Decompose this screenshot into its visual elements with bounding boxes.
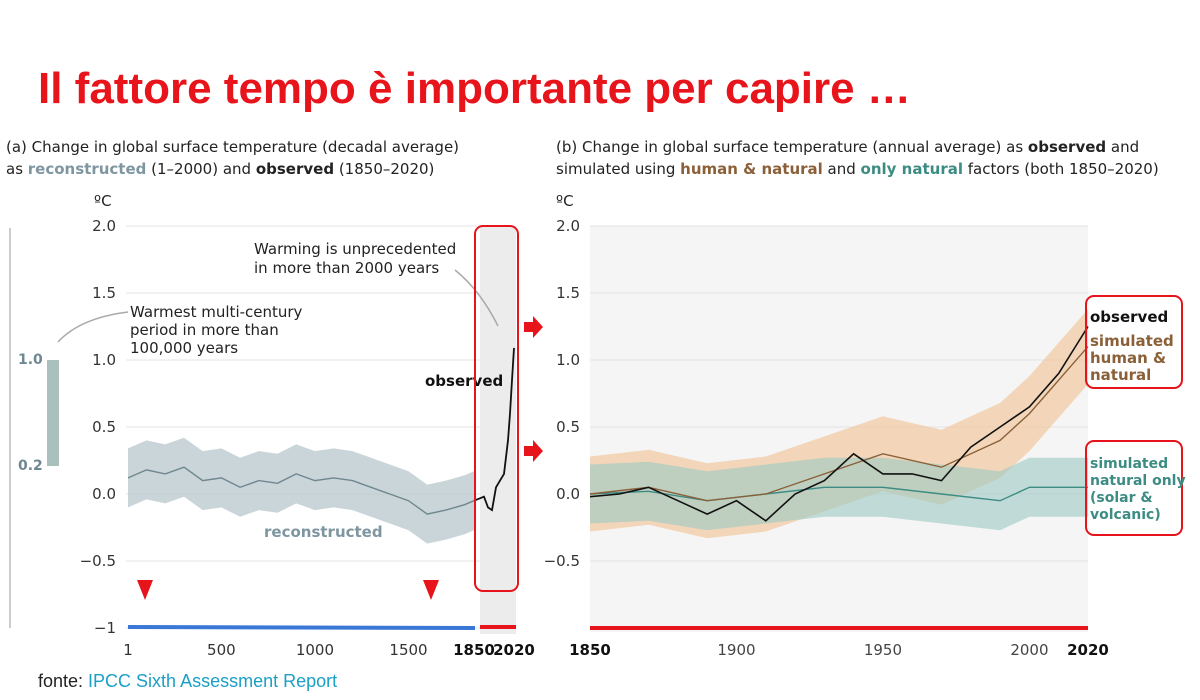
annotation-warmest-2: period in more than	[130, 321, 279, 339]
legend-natural-1: simulated	[1090, 456, 1168, 472]
y-tick-a: 1.0	[92, 351, 116, 369]
legend-natural-4: volcanic)	[1090, 507, 1161, 523]
annotation-warmest-3: 100,000 years	[130, 339, 238, 357]
annotation-warmest-1: Warmest multi-century	[130, 303, 303, 321]
footer-source: fonte: IPCC Sixth Assessment Report	[38, 671, 338, 691]
annotation-unprecedented-arrow	[454, 269, 499, 327]
observed-line	[473, 347, 515, 512]
x-tick-a: 2020	[493, 641, 535, 659]
red-triangle-marker-2	[423, 580, 439, 600]
natural-only-band	[590, 457, 1088, 531]
legend-box-2	[1085, 440, 1183, 536]
slide-title: Il fattore tempo è importante per capire…	[38, 64, 911, 113]
legend-human-2: human &	[1090, 349, 1166, 367]
annotation-warmest-arrow	[57, 311, 129, 343]
natural-only-line	[589, 486, 1088, 502]
timeline-blue	[127, 625, 476, 630]
annotation-unprecedented-2: in more than 2000 years	[254, 259, 439, 277]
legend-observed: observed	[1090, 308, 1168, 326]
red-arrow-1	[524, 316, 543, 338]
y-tick-b: 2.0	[556, 217, 580, 235]
warmest-period-bar	[47, 360, 59, 466]
observed-line-b	[589, 326, 1089, 522]
legend-box-1	[1085, 295, 1183, 389]
x-tick-b: 2020	[1067, 641, 1109, 659]
legend-human-1: simulated	[1090, 332, 1174, 350]
side-label-2: 0.2	[18, 458, 43, 474]
y-tick-a: 0.5	[92, 418, 116, 436]
red-triangle-marker-1	[137, 580, 153, 600]
y-tick-a: −0.5	[80, 552, 116, 570]
x-tick-a: 1	[123, 641, 133, 659]
legend-human-3: natural	[1090, 366, 1151, 384]
x-tick-a: 1000	[296, 641, 334, 659]
annotation-unprecedented-1: Warming is unprecedented	[254, 240, 456, 258]
human-natural-line	[589, 346, 1089, 502]
label-reconstructed: reconstructed	[264, 523, 383, 541]
observed-period-shade	[480, 226, 516, 634]
y-tick-a: 1.5	[92, 284, 116, 302]
panel-a-title: (a) Change in global surface temperature…	[6, 138, 460, 178]
x-tick-b: 2000	[1010, 641, 1048, 659]
y-tick-b: 0.0	[556, 485, 580, 503]
y-tick-b: 0.5	[556, 418, 580, 436]
source-link[interactable]: IPCC Sixth Assessment Report	[88, 671, 338, 691]
x-tick-a: 1500	[389, 641, 427, 659]
panel-b-title: (b) Change in global surface temperature…	[556, 138, 1159, 178]
legend-natural-2: natural only	[1090, 473, 1186, 489]
unit-label-a: ºC	[94, 192, 112, 210]
reconstructed-line	[127, 466, 475, 515]
x-tick-a: 500	[207, 641, 236, 659]
x-tick-b: 1900	[717, 641, 755, 659]
x-tick-b: 1850	[569, 641, 611, 659]
side-label-1: 1.0	[18, 352, 43, 368]
y-tick-a: −1	[94, 619, 116, 637]
red-arrow-2	[524, 440, 543, 462]
reconstructed-uncertainty-band	[128, 437, 474, 544]
x-tick-a: 1850	[453, 641, 495, 659]
y-tick-b: 1.0	[556, 351, 580, 369]
y-tick-a: 2.0	[92, 217, 116, 235]
label-observed-a: observed	[425, 372, 503, 390]
y-tick-b: 1.5	[556, 284, 580, 302]
highlight-box-observed-period	[474, 225, 519, 592]
y-tick-b: −0.5	[544, 552, 580, 570]
legend-natural-3: (solar &	[1090, 490, 1153, 506]
x-tick-b: 1950	[864, 641, 902, 659]
y-tick-a: 0.0	[92, 485, 116, 503]
unit-label-b: ºC	[556, 192, 574, 210]
